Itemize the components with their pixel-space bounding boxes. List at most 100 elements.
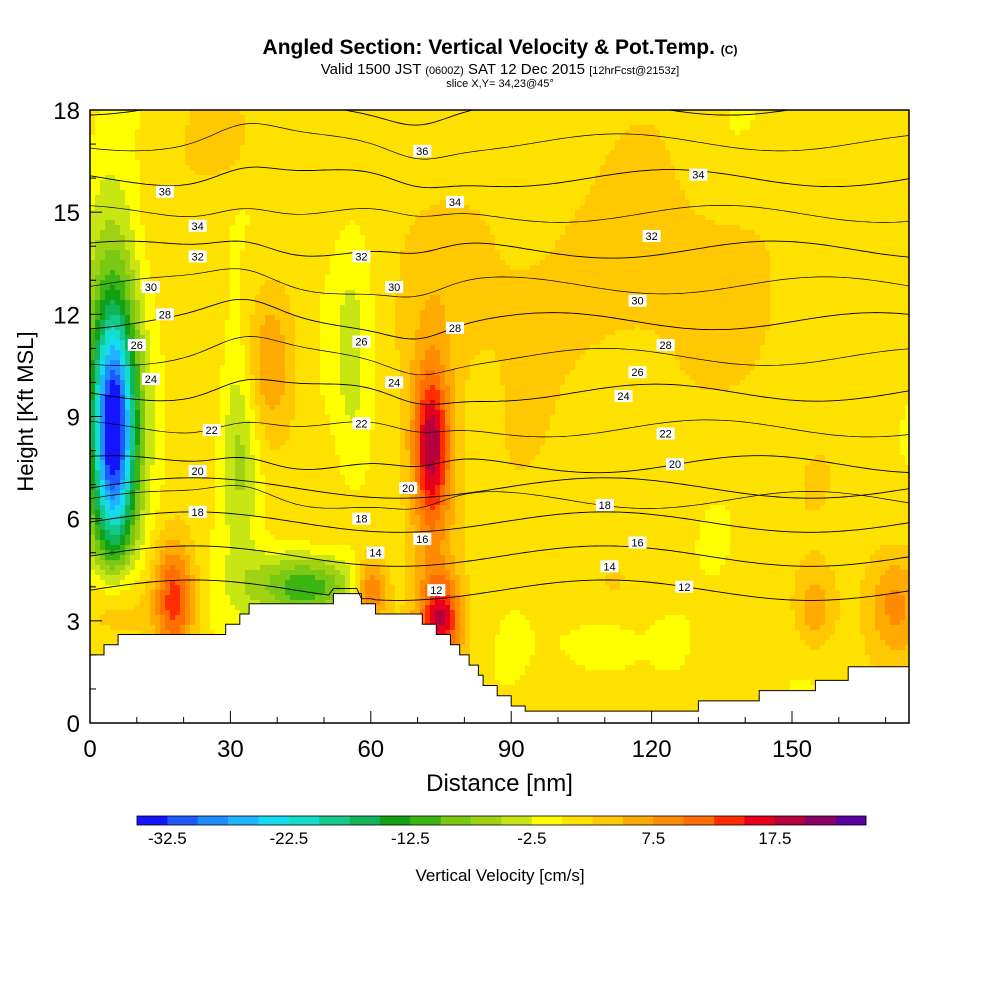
field-cell <box>135 110 141 116</box>
field-cell <box>105 150 111 156</box>
field-cell <box>840 230 846 236</box>
field-cell <box>250 145 256 151</box>
field-cell <box>765 190 771 196</box>
field-cell <box>640 110 646 116</box>
field-cell <box>510 210 516 216</box>
field-cell <box>295 150 301 156</box>
field-cell <box>355 180 361 186</box>
field-cell <box>175 190 181 196</box>
field-cell <box>555 205 561 211</box>
field-cell <box>450 110 456 116</box>
field-cell <box>805 160 811 166</box>
field-cell <box>295 200 301 206</box>
field-cell <box>750 225 756 231</box>
field-cell <box>450 230 456 236</box>
field-cell <box>460 130 466 136</box>
field-cell <box>130 175 136 181</box>
field-cell <box>730 175 736 181</box>
field-cell <box>880 135 886 141</box>
field-cell <box>660 225 666 231</box>
field-cell <box>725 185 731 191</box>
field-cell <box>375 110 381 116</box>
field-cell <box>585 245 591 251</box>
field-cell <box>425 120 431 126</box>
field-cell <box>295 180 301 186</box>
field-cell <box>635 180 641 186</box>
field-cell <box>565 230 571 236</box>
field-cell <box>300 260 306 266</box>
field-cell <box>110 240 116 246</box>
field-cell <box>650 155 656 161</box>
field-cell <box>380 175 386 181</box>
field-cell <box>310 120 316 126</box>
field-cell <box>290 245 296 251</box>
field-cell <box>820 240 826 246</box>
field-cell <box>150 115 156 121</box>
field-cell <box>850 240 856 246</box>
field-cell <box>415 165 421 171</box>
field-cell <box>700 190 706 196</box>
field-cell <box>120 180 126 186</box>
field-cell <box>615 250 621 256</box>
field-cell <box>705 170 711 176</box>
field-cell <box>135 245 141 251</box>
field-cell <box>660 190 666 196</box>
field-cell <box>670 180 676 186</box>
field-cell <box>125 120 131 126</box>
field-cell <box>335 140 341 146</box>
field-cell <box>815 215 821 221</box>
field-cell <box>420 135 426 141</box>
field-cell <box>585 240 591 246</box>
field-cell <box>210 155 216 161</box>
field-cell <box>120 225 126 231</box>
field-cell <box>580 240 586 246</box>
field-cell <box>330 205 336 211</box>
field-cell <box>435 240 441 246</box>
field-cell <box>90 180 96 186</box>
field-cell <box>855 110 861 116</box>
field-cell <box>900 255 906 261</box>
field-cell <box>865 170 871 176</box>
field-cell <box>330 145 336 151</box>
field-cell <box>655 125 661 131</box>
field-cell <box>125 185 131 191</box>
field-cell <box>380 130 386 136</box>
field-cell <box>295 140 301 146</box>
field-cell <box>695 240 701 246</box>
field-cell <box>875 160 881 166</box>
field-cell <box>835 125 841 131</box>
field-cell <box>310 235 316 241</box>
field-cell <box>580 175 586 181</box>
field-cell <box>295 110 301 116</box>
field-cell <box>410 235 416 241</box>
field-cell <box>755 165 761 171</box>
field-cell <box>765 155 771 161</box>
field-cell <box>565 195 571 201</box>
field-cell <box>540 110 546 116</box>
field-cell <box>480 175 486 181</box>
field-cell <box>410 160 416 166</box>
field-cell <box>750 215 756 221</box>
field-cell <box>565 235 571 241</box>
field-cell <box>755 200 761 206</box>
field-cell <box>205 135 211 141</box>
field-cell <box>320 175 326 181</box>
field-cell <box>355 115 361 121</box>
field-cell <box>825 205 831 211</box>
field-cell <box>620 155 626 161</box>
field-cell <box>790 135 796 141</box>
field-cell <box>125 245 131 251</box>
field-cell <box>525 115 531 121</box>
field-cell <box>295 115 301 121</box>
field-cell <box>790 180 796 186</box>
field-cell <box>480 240 486 246</box>
field-cell <box>905 150 909 156</box>
field-cell <box>780 140 786 146</box>
field-cell <box>735 150 741 156</box>
field-cell <box>225 245 231 251</box>
field-cell <box>700 165 706 171</box>
field-cell <box>640 255 646 261</box>
field-cell <box>350 140 356 146</box>
field-cell <box>895 205 901 211</box>
field-cell <box>200 120 206 126</box>
